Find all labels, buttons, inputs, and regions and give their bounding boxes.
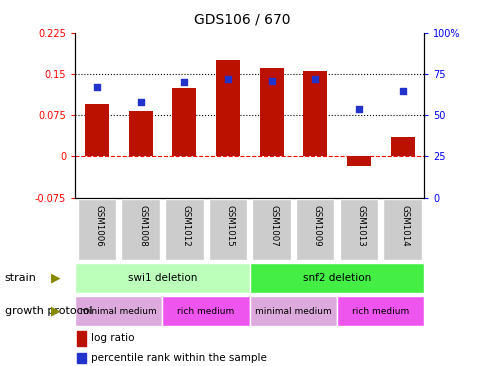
Text: swi1 deletion: swi1 deletion (127, 273, 197, 283)
Point (398, 88, 406, 94)
Bar (77, 353, 86, 363)
Point (136, 99, 144, 105)
Text: growth protocol: growth protocol (5, 306, 92, 316)
Point (93, 85, 101, 90)
Bar (85, 104, 109, 157)
FancyBboxPatch shape (165, 199, 203, 261)
FancyBboxPatch shape (252, 199, 290, 261)
FancyBboxPatch shape (339, 199, 378, 261)
Text: GSM1007: GSM1007 (269, 205, 278, 247)
Point (224, 76, 231, 82)
Point (267, 78, 275, 84)
Text: GSM1012: GSM1012 (182, 205, 191, 247)
Point (311, 76, 318, 82)
FancyBboxPatch shape (162, 296, 249, 326)
Text: minimal medium: minimal medium (255, 307, 331, 315)
Text: GSM1015: GSM1015 (225, 205, 234, 247)
Text: rich medium: rich medium (351, 307, 408, 315)
Point (354, 106, 362, 112)
Text: ▶: ▶ (51, 305, 60, 318)
Bar (128, 111, 152, 157)
FancyBboxPatch shape (249, 263, 424, 293)
FancyBboxPatch shape (75, 296, 162, 326)
FancyBboxPatch shape (249, 296, 336, 326)
Text: GDS106 / 670: GDS106 / 670 (194, 13, 290, 27)
FancyBboxPatch shape (336, 296, 424, 326)
Text: minimal medium: minimal medium (80, 307, 157, 315)
Bar (259, 68, 283, 157)
Text: ▶: ▶ (51, 272, 60, 285)
Text: GSM1009: GSM1009 (312, 205, 321, 247)
FancyBboxPatch shape (77, 199, 116, 261)
Text: GSM1013: GSM1013 (356, 205, 365, 247)
FancyBboxPatch shape (295, 199, 334, 261)
FancyBboxPatch shape (208, 199, 247, 261)
Text: percentile rank within the sample: percentile rank within the sample (91, 352, 266, 363)
Bar (302, 71, 327, 157)
Text: snf2 deletion: snf2 deletion (302, 273, 370, 283)
Text: GSM1014: GSM1014 (399, 205, 408, 247)
Text: rich medium: rich medium (177, 307, 234, 315)
Text: strain: strain (5, 273, 37, 283)
Text: GSM1008: GSM1008 (138, 205, 147, 247)
Point (180, 79, 188, 85)
Bar (172, 88, 196, 157)
Bar (215, 60, 240, 157)
Bar (77, 332, 86, 346)
FancyBboxPatch shape (121, 199, 160, 261)
Text: log ratio: log ratio (91, 333, 134, 343)
Bar (390, 137, 414, 157)
FancyBboxPatch shape (75, 263, 249, 293)
Bar (346, 157, 370, 166)
FancyBboxPatch shape (382, 199, 421, 261)
Text: GSM1006: GSM1006 (94, 205, 104, 247)
